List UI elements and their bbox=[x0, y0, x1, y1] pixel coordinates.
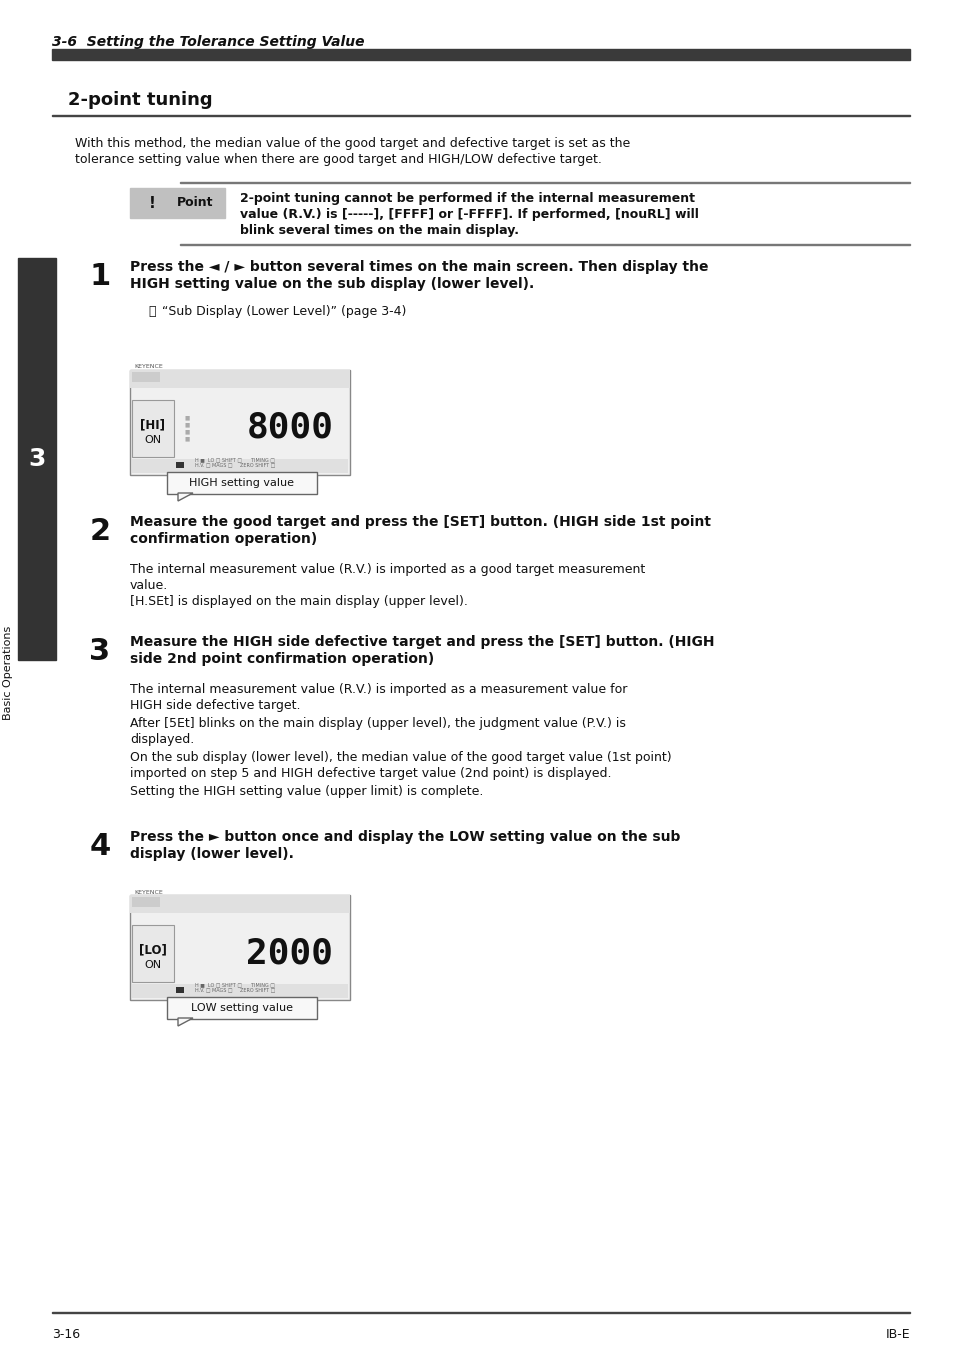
Text: ON: ON bbox=[144, 435, 161, 445]
Text: ■: ■ bbox=[185, 422, 190, 427]
Text: 2: 2 bbox=[90, 516, 111, 546]
Text: side 2nd point confirmation operation): side 2nd point confirmation operation) bbox=[130, 652, 434, 667]
Bar bbox=[132, 400, 173, 457]
Text: Point: Point bbox=[176, 196, 213, 210]
Text: HIGH setting value: HIGH setting value bbox=[190, 479, 294, 488]
FancyBboxPatch shape bbox=[167, 472, 316, 493]
Bar bbox=[130, 370, 350, 388]
Polygon shape bbox=[178, 493, 193, 502]
Text: blink several times on the main display.: blink several times on the main display. bbox=[240, 224, 518, 237]
Bar bbox=[132, 984, 348, 998]
Text: “Sub Display (Lower Level)” (page 3-4): “Sub Display (Lower Level)” (page 3-4) bbox=[162, 306, 406, 318]
Text: KEYENCE: KEYENCE bbox=[133, 890, 163, 895]
Text: value (R.V.) is [-----], [FFFF] or [-FFFF]. If performed, [nouRL] will: value (R.V.) is [-----], [FFFF] or [-FFF… bbox=[240, 208, 699, 220]
Text: 8000: 8000 bbox=[246, 411, 334, 445]
Text: Measure the good target and press the [SET] button. (HIGH side 1st point: Measure the good target and press the [S… bbox=[130, 515, 710, 529]
Text: The internal measurement value (R.V.) is imported as a good target measurement: The internal measurement value (R.V.) is… bbox=[130, 562, 644, 576]
Bar bbox=[52, 115, 909, 116]
Text: Setting the HIGH setting value (upper limit) is complete.: Setting the HIGH setting value (upper li… bbox=[130, 786, 483, 798]
Text: imported on step 5 and HIGH defective target value (2nd point) is displayed.: imported on step 5 and HIGH defective ta… bbox=[130, 767, 611, 780]
Bar bbox=[175, 987, 184, 992]
Text: The internal measurement value (R.V.) is imported as a measurement value for: The internal measurement value (R.V.) is… bbox=[130, 683, 627, 696]
Text: ⧁: ⧁ bbox=[148, 306, 155, 318]
Text: displayed.: displayed. bbox=[130, 733, 194, 746]
Text: KEYENCE: KEYENCE bbox=[133, 365, 163, 369]
Text: H ■  LO □ SHIFT □      TIMING □: H ■ LO □ SHIFT □ TIMING □ bbox=[194, 983, 274, 987]
Bar bbox=[132, 925, 173, 982]
Text: 3: 3 bbox=[29, 448, 46, 470]
Text: display (lower level).: display (lower level). bbox=[130, 846, 294, 861]
Text: [HI]: [HI] bbox=[140, 419, 165, 431]
Text: value.: value. bbox=[130, 579, 168, 592]
FancyBboxPatch shape bbox=[167, 996, 316, 1019]
Text: ■: ■ bbox=[185, 437, 190, 442]
Text: Press the ► button once and display the LOW setting value on the sub: Press the ► button once and display the … bbox=[130, 830, 679, 844]
Text: H.V. □ MAGS □     ZERO SHIFT □: H.V. □ MAGS □ ZERO SHIFT □ bbox=[194, 462, 275, 468]
Bar bbox=[52, 1311, 909, 1313]
Bar bbox=[130, 188, 225, 218]
Text: After [5Et] blinks on the main display (upper level), the judgment value (P.V.) : After [5Et] blinks on the main display (… bbox=[130, 717, 625, 730]
Text: 4: 4 bbox=[90, 831, 111, 861]
Bar bbox=[175, 462, 184, 468]
Text: ■: ■ bbox=[185, 415, 190, 420]
Text: 2000: 2000 bbox=[246, 936, 334, 969]
Text: On the sub display (lower level), the median value of the good target value (1st: On the sub display (lower level), the me… bbox=[130, 750, 671, 764]
Bar bbox=[130, 370, 350, 475]
Text: Measure the HIGH side defective target and press the [SET] button. (HIGH: Measure the HIGH side defective target a… bbox=[130, 635, 714, 649]
Text: 3-6  Setting the Tolerance Setting Value: 3-6 Setting the Tolerance Setting Value bbox=[52, 35, 364, 49]
Text: 3-16: 3-16 bbox=[52, 1329, 80, 1341]
Text: !: ! bbox=[149, 196, 155, 211]
Bar bbox=[130, 895, 350, 913]
Bar bbox=[132, 458, 348, 473]
Text: [LO]: [LO] bbox=[139, 944, 167, 956]
Text: ON: ON bbox=[144, 960, 161, 969]
Bar bbox=[132, 896, 160, 907]
Text: confirmation operation): confirmation operation) bbox=[130, 531, 317, 546]
Text: 1: 1 bbox=[90, 262, 111, 291]
Text: Basic Operations: Basic Operations bbox=[3, 626, 13, 721]
Text: 2-point tuning cannot be performed if the internal measurement: 2-point tuning cannot be performed if th… bbox=[240, 192, 695, 206]
Bar bbox=[132, 372, 160, 383]
Text: [H.SEt] is displayed on the main display (upper level).: [H.SEt] is displayed on the main display… bbox=[130, 595, 467, 608]
Text: 2-point tuning: 2-point tuning bbox=[68, 91, 213, 110]
Text: H ■  LO □ SHIFT □      TIMING □: H ■ LO □ SHIFT □ TIMING □ bbox=[194, 457, 274, 462]
Text: IB-E: IB-E bbox=[884, 1329, 909, 1341]
Polygon shape bbox=[178, 1018, 193, 1026]
Text: tolerance setting value when there are good target and HIGH/LOW defective target: tolerance setting value when there are g… bbox=[75, 153, 601, 166]
Bar bbox=[18, 258, 56, 660]
Text: LOW setting value: LOW setting value bbox=[191, 1003, 293, 1013]
Text: H.V. □ MAGS □     ZERO SHIFT □: H.V. □ MAGS □ ZERO SHIFT □ bbox=[194, 987, 275, 992]
Text: Press the ◄ / ► button several times on the main screen. Then display the: Press the ◄ / ► button several times on … bbox=[130, 260, 708, 274]
Bar bbox=[130, 895, 350, 1000]
Text: HIGH side defective target.: HIGH side defective target. bbox=[130, 699, 300, 713]
Text: HIGH setting value on the sub display (lower level).: HIGH setting value on the sub display (l… bbox=[130, 277, 534, 291]
Text: 3: 3 bbox=[90, 637, 111, 667]
Text: With this method, the median value of the good target and defective target is se: With this method, the median value of th… bbox=[75, 137, 630, 150]
Bar bbox=[52, 49, 909, 59]
Text: ■: ■ bbox=[185, 430, 190, 434]
